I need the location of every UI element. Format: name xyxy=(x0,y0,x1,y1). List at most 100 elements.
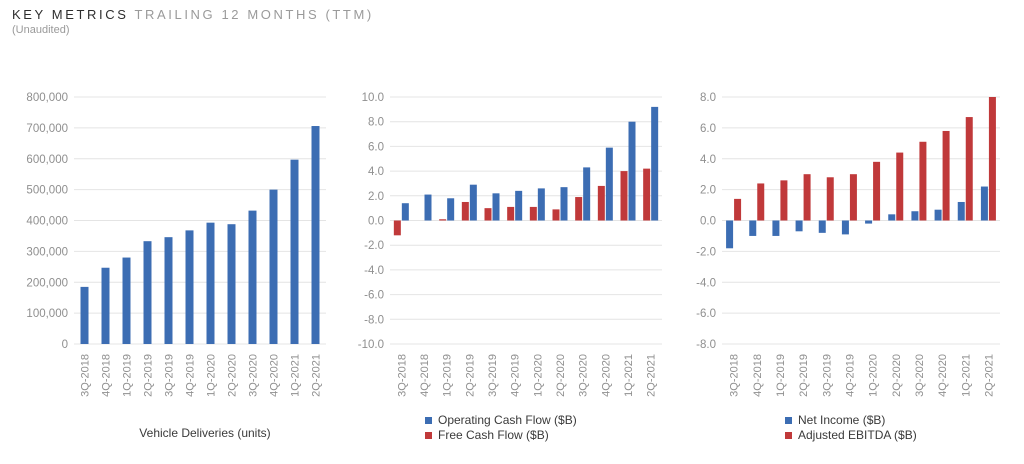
y-tick-label: -8.0 xyxy=(364,314,384,326)
bar-free-cash-flow-b--7 xyxy=(552,209,560,221)
bar-free-cash-flow-b--0 xyxy=(393,220,401,236)
bar-net-income-b--6 xyxy=(865,220,873,224)
y-tick-label: 0.0 xyxy=(368,216,384,228)
bar-operating-cash-flow-b--9 xyxy=(605,147,613,221)
y-tick-label: -10.0 xyxy=(358,339,384,351)
bar-adjusted-ebitda-b--6 xyxy=(873,161,881,221)
bar-adjusted-ebitda-b--10 xyxy=(965,117,973,221)
x-tick-label: 2Q-2021 xyxy=(983,354,995,397)
bar-adjusted-ebitda-b--5 xyxy=(849,174,857,221)
y-tick-label: 100,000 xyxy=(26,308,68,320)
legend-label: Adjusted EBITDA ($B) xyxy=(798,428,917,442)
legend-label: Operating Cash Flow ($B) xyxy=(438,413,577,427)
bar-series-0-7 xyxy=(227,224,236,344)
bar-operating-cash-flow-b--2 xyxy=(447,198,455,221)
legend-label: Net Income ($B) xyxy=(798,413,885,427)
x-tick-label: 3Q-2019 xyxy=(487,354,499,397)
y-tick-label: -2.0 xyxy=(696,246,716,258)
chart-1: 0 100,000 200,000 300,000 400,000 500,000 600,… xyxy=(26,92,326,440)
bar-adjusted-ebitda-b--7 xyxy=(896,152,904,221)
y-tick-label: 700,000 xyxy=(26,123,68,135)
bar-series-0-1 xyxy=(101,267,110,344)
y-tick-label: 8.0 xyxy=(368,117,384,129)
x-tick-label: 4Q-2020 xyxy=(600,354,612,397)
x-tick-label: 3Q-2020 xyxy=(578,354,590,397)
bar-net-income-b--8 xyxy=(911,211,919,221)
bar-net-income-b--3 xyxy=(795,220,803,232)
y-tick-label: 600,000 xyxy=(26,154,68,166)
x-tick-label: 1Q-2019 xyxy=(442,354,454,397)
y-tick-label: 200,000 xyxy=(26,277,68,289)
y-tick-label: 500,000 xyxy=(26,185,68,197)
bar-adjusted-ebitda-b--0 xyxy=(734,198,742,221)
x-tick-label: 2Q-2021 xyxy=(646,354,658,397)
x-tick-label: 4Q-2018 xyxy=(419,354,431,397)
bar-net-income-b--0 xyxy=(726,220,734,249)
bar-adjusted-ebitda-b--4 xyxy=(826,177,834,221)
x-tick-label: 1Q-2019 xyxy=(122,354,134,397)
legend-label: Free Cash Flow ($B) xyxy=(438,428,549,442)
x-tick-label: 3Q-2019 xyxy=(821,354,833,397)
y-tick-label: 4.0 xyxy=(368,166,384,178)
bar-free-cash-flow-b--11 xyxy=(643,168,651,221)
bar-operating-cash-flow-b--6 xyxy=(537,188,545,221)
x-tick-label: 1Q-2021 xyxy=(960,354,972,397)
bar-operating-cash-flow-b--4 xyxy=(492,193,500,221)
bar-series-0-0 xyxy=(80,286,89,344)
x-tick-label: 2Q-2019 xyxy=(143,354,155,397)
bar-adjusted-ebitda-b--2 xyxy=(780,180,788,221)
x-tick-label: 2Q-2020 xyxy=(227,354,239,397)
page-title-secondary: TRAILING 12 MONTHS (TTM) xyxy=(134,7,374,22)
legend-swatch xyxy=(785,432,792,439)
bar-net-income-b--4 xyxy=(818,220,826,233)
y-tick-label: -6.0 xyxy=(364,290,384,302)
x-tick-label: 4Q-2018 xyxy=(101,354,113,397)
x-tick-label: 4Q-2020 xyxy=(937,354,949,397)
y-tick-label: 2.0 xyxy=(368,191,384,203)
bar-series-0-10 xyxy=(290,159,299,344)
page-title: KEY METRICS TRAILING 12 MONTHS (TTM) xyxy=(12,7,374,22)
x-tick-label: 3Q-2018 xyxy=(80,354,92,397)
x-tick-label: 2Q-2019 xyxy=(464,354,476,397)
x-tick-label: 1Q-2021 xyxy=(623,354,635,397)
bar-operating-cash-flow-b--11 xyxy=(651,106,659,221)
bar-series-0-9 xyxy=(269,189,278,344)
x-tick-label: 4Q-2020 xyxy=(269,354,281,397)
bar-net-income-b--1 xyxy=(749,220,757,236)
x-tick-label: 3Q-2018 xyxy=(729,354,741,397)
y-tick-label: 0 xyxy=(62,339,68,351)
y-tick-label: 8.0 xyxy=(700,92,716,104)
bar-free-cash-flow-b--5 xyxy=(507,206,515,221)
bar-adjusted-ebitda-b--11 xyxy=(988,97,996,221)
legend-swatch xyxy=(785,417,792,424)
x-tick-label: 3Q-2019 xyxy=(164,354,176,397)
y-tick-label: 6.0 xyxy=(368,141,384,153)
bar-adjusted-ebitda-b--1 xyxy=(757,183,765,221)
bar-net-income-b--11 xyxy=(980,186,988,221)
x-tick-label: 2Q-2019 xyxy=(798,354,810,397)
bar-series-0-5 xyxy=(185,230,194,344)
bar-operating-cash-flow-b--1 xyxy=(424,194,432,221)
bar-free-cash-flow-b--9 xyxy=(597,185,605,221)
page-subtitle: (Unaudited) xyxy=(12,24,70,36)
y-tick-label: 10.0 xyxy=(362,92,384,104)
x-tick-label: 3Q-2020 xyxy=(914,354,926,397)
bar-series-0-8 xyxy=(248,210,257,344)
bar-series-0-4 xyxy=(164,237,173,344)
bar-series-0-2 xyxy=(122,257,131,344)
bar-net-income-b--2 xyxy=(772,220,780,236)
x-tick-label: 2Q-2020 xyxy=(891,354,903,397)
x-tick-label: 4Q-2019 xyxy=(510,354,522,397)
bar-operating-cash-flow-b--10 xyxy=(628,121,636,221)
bar-operating-cash-flow-b--8 xyxy=(583,167,591,221)
y-tick-label: 0.0 xyxy=(700,216,716,228)
x-tick-label: 1Q-2019 xyxy=(775,354,787,397)
y-tick-label: -4.0 xyxy=(696,277,716,289)
legend-swatch xyxy=(425,432,432,439)
chart-3: -8.0 -6.0 -4.0 -2.0 0.0 2.0 4.0 6.0 8.0 3Q-2018 4Q… xyxy=(696,92,1000,442)
x-tick-label: 3Q-2018 xyxy=(396,354,408,397)
bar-net-income-b--7 xyxy=(888,214,896,221)
bar-operating-cash-flow-b--0 xyxy=(401,203,409,221)
bar-operating-cash-flow-b--7 xyxy=(560,187,568,221)
